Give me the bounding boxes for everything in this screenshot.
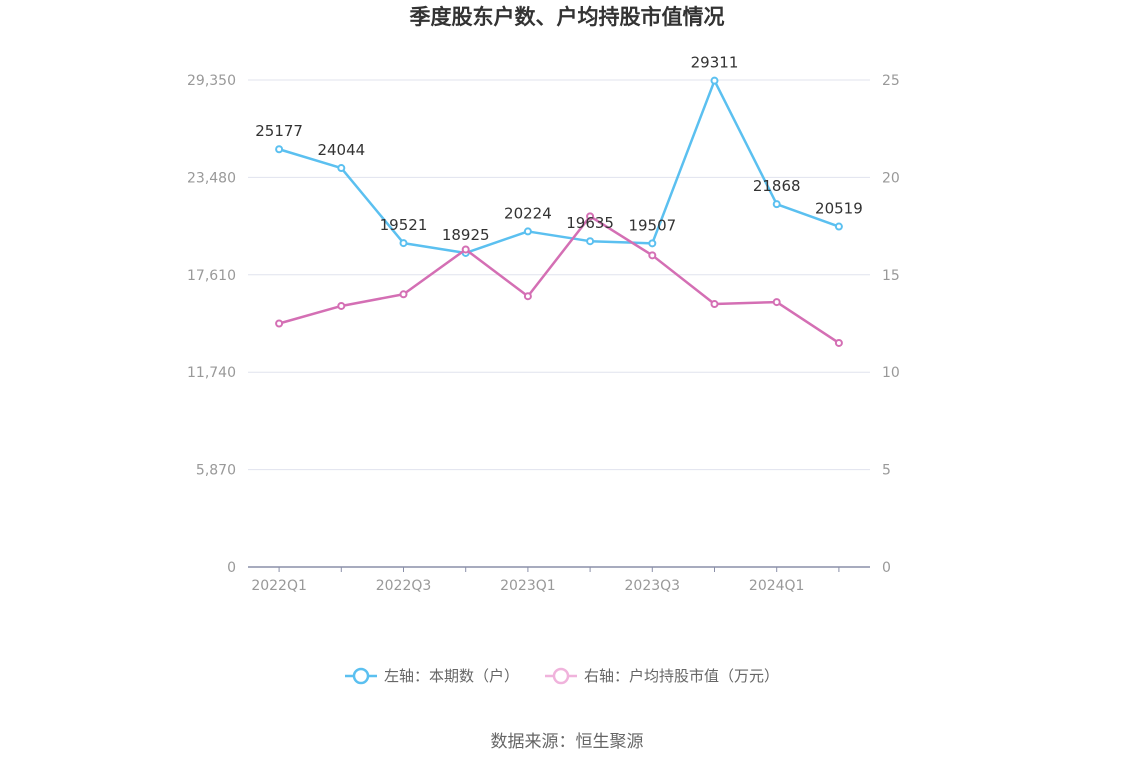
series-line-0 xyxy=(278,79,840,255)
grid-lines xyxy=(248,79,870,471)
series-0-point xyxy=(523,227,532,236)
x-tick-label: 2023Q1 xyxy=(500,578,556,594)
data-label: 29311 xyxy=(691,54,739,72)
source-note: 数据来源：恒生聚源 xyxy=(491,732,644,752)
series-0-point xyxy=(648,239,657,248)
series-0-point xyxy=(772,200,781,209)
x-tick-label: 2022Q1 xyxy=(251,578,307,594)
y-right-tick-label: 15 xyxy=(882,268,900,284)
axes: 0 5,870 11,740 17,610 23,480 29,350 0 5 10 15 20 25… xyxy=(187,73,900,594)
y-right-tick-label: 0 xyxy=(882,560,891,576)
y-left-tick-label: 29,350 xyxy=(187,73,236,89)
series-0-point xyxy=(399,239,408,248)
series-0-point xyxy=(710,76,719,85)
series-1-point xyxy=(337,301,346,310)
series-1-point xyxy=(461,245,470,254)
data-labels: 25177 24044 19521 18925 20224 19635 19507 29311… xyxy=(255,54,863,244)
data-label: 19507 xyxy=(628,216,676,234)
x-tick-label: 2023Q3 xyxy=(625,578,681,594)
y-left-tick-label: 11,740 xyxy=(187,365,236,381)
series-0-point xyxy=(275,145,284,154)
series-line-1 xyxy=(278,215,840,345)
series-0-point xyxy=(586,237,595,246)
series-0-point xyxy=(337,164,346,173)
series-1-point xyxy=(710,300,719,309)
y-right-tick-label: 5 xyxy=(882,463,891,479)
legend-marker-icon xyxy=(352,667,370,685)
data-label: 19521 xyxy=(380,216,428,234)
data-label: 20519 xyxy=(815,200,863,218)
series-1-point xyxy=(523,292,532,301)
x-tick-label: 2022Q3 xyxy=(376,578,432,594)
y-left-tick-label: 5,870 xyxy=(196,463,236,479)
legend[interactable]: 左轴：本期数（户） 右轴：户均持股市值（万元） xyxy=(345,667,779,685)
series-1-point xyxy=(275,319,284,328)
series-1-point xyxy=(772,298,781,307)
series-1-point xyxy=(648,251,657,260)
data-label: 20224 xyxy=(504,204,552,222)
chart-title: 季度股东户数、户均持股市值情况 xyxy=(410,5,725,29)
series-layer xyxy=(275,76,843,347)
series-1-point xyxy=(399,290,408,299)
y-right-tick-label: 25 xyxy=(882,73,900,89)
y-left-tick-label: 0 xyxy=(227,560,236,576)
data-label: 24044 xyxy=(317,141,365,159)
y-right-tick-label: 20 xyxy=(882,170,900,186)
y-left-tick-label: 17,610 xyxy=(187,268,236,284)
data-label: 19635 xyxy=(566,214,614,232)
data-label: 25177 xyxy=(255,122,303,140)
series-0-point xyxy=(834,222,843,231)
legend-item-label: 右轴：户均持股市值（万元） xyxy=(584,667,779,685)
series-1-point xyxy=(586,212,595,221)
x-tick-label: 2024Q1 xyxy=(749,578,805,594)
data-label: 18925 xyxy=(442,226,490,244)
y-right-tick-label: 10 xyxy=(882,365,900,381)
series-1-point xyxy=(834,338,843,347)
legend-marker-icon xyxy=(552,667,570,685)
legend-item-label: 左轴：本期数（户） xyxy=(384,667,519,685)
data-label: 21868 xyxy=(753,177,801,195)
y-left-tick-label: 23,480 xyxy=(187,170,236,186)
